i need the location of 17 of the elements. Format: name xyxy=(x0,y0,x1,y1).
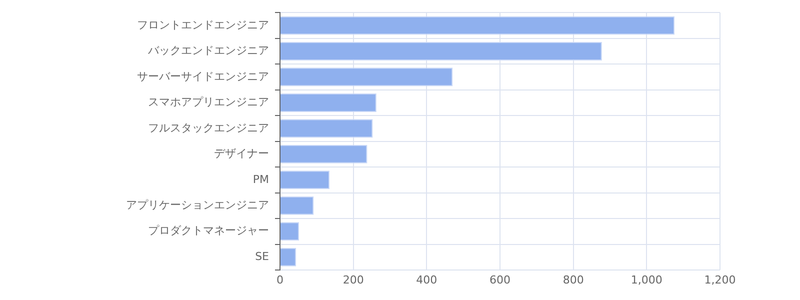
y-tick-label: PM xyxy=(252,172,269,186)
y-tick-label: スマホアプリエンジニア xyxy=(148,96,269,109)
x-tick-label: 0 xyxy=(276,273,284,286)
y-tick-label: プロダクトマネージャー xyxy=(148,224,269,238)
y-tick-label: デザイナー xyxy=(214,147,269,160)
y-tick-label: サーバーサイドエンジニア xyxy=(137,70,269,83)
y-tick-label: アプリケーションエンジニア xyxy=(126,198,269,212)
y-tick-label: フロントエンドエンジニア xyxy=(137,18,269,32)
x-tick-label: 400 xyxy=(416,273,438,286)
y-tick-label: バックエンドエンジニア xyxy=(147,44,269,58)
x-tick-label: 800 xyxy=(562,273,584,286)
x-tick-label: 1,200 xyxy=(704,273,736,286)
y-tick-label: フルスタックエンジニア xyxy=(148,121,269,134)
x-tick-label: 200 xyxy=(342,273,364,286)
x-tick-label: 600 xyxy=(490,273,510,286)
y-tick-label: SE xyxy=(255,250,270,263)
x-tick-label: 1,000 xyxy=(630,273,662,286)
